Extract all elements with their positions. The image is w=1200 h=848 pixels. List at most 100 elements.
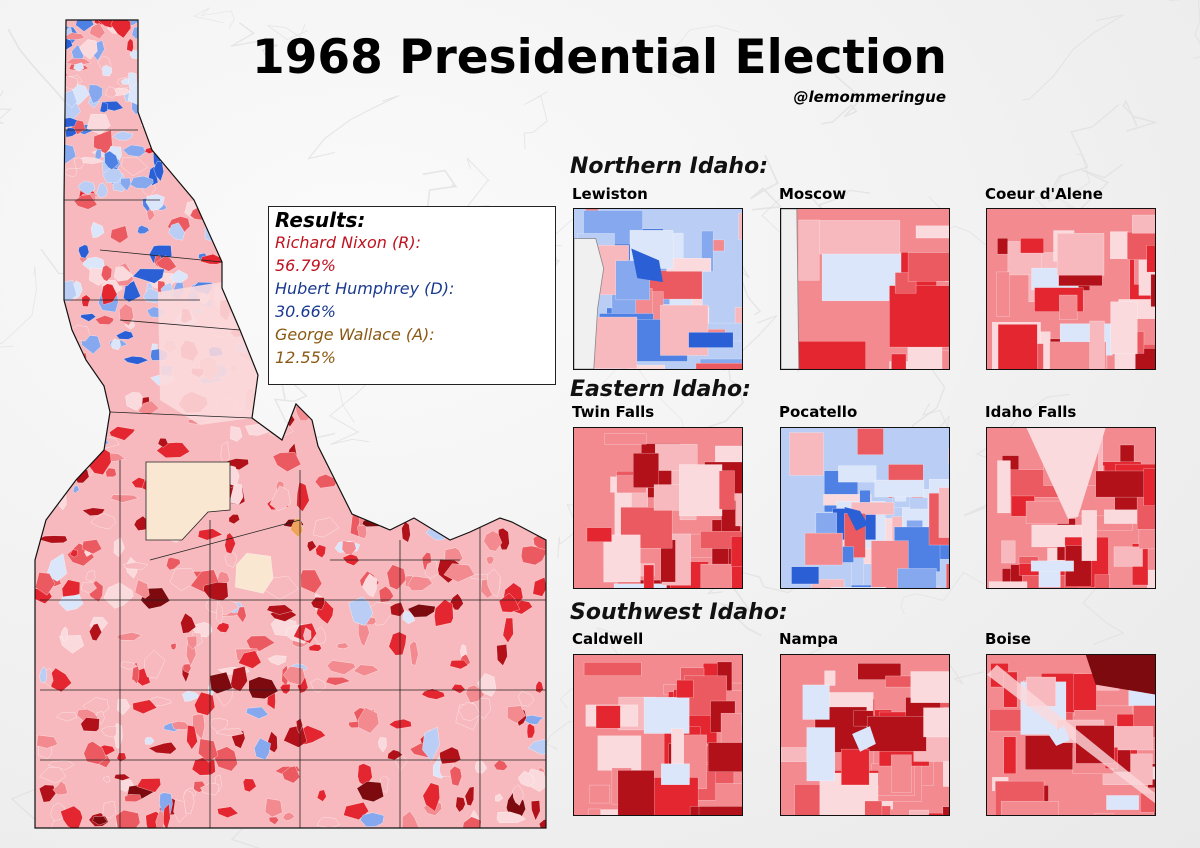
precinct-democrat [145, 194, 165, 211]
precinct-republican [68, 366, 84, 385]
precinct-republican [422, 782, 440, 812]
idahofalls-precinct [988, 581, 1028, 588]
precinct-democrat [123, 280, 141, 303]
precinct-republican [73, 194, 98, 210]
boise-precinct [1106, 795, 1139, 810]
nampa-precinct [866, 716, 927, 752]
precinct-republican [94, 315, 115, 325]
caldwell-precinct [617, 770, 655, 815]
nampa-precinct [864, 800, 883, 815]
lewiston-precinct [627, 364, 665, 369]
precinct-democrat [145, 109, 169, 119]
caldwell-precinct [707, 742, 742, 772]
precinct-republican [35, 572, 56, 596]
precinct-republican [246, 635, 276, 652]
pocatello-precinct [851, 584, 888, 588]
precinct-republican [40, 394, 69, 410]
twinfalls-precinct [735, 477, 742, 527]
boise-precinct [1109, 726, 1154, 751]
precinct-republican [101, 283, 118, 306]
precinct-republican [325, 676, 352, 686]
twinfalls-precinct [632, 452, 659, 488]
precinct-republican-strong [209, 671, 233, 694]
precinct-republican [166, 557, 181, 571]
precinct-republican [90, 513, 117, 530]
precinct-republican [409, 640, 419, 666]
precinct-republican [73, 444, 101, 457]
nampa-downtown [852, 726, 876, 752]
nampa-precinct [802, 684, 830, 720]
precinct-republican [228, 514, 240, 525]
cda-precinct [1089, 320, 1105, 369]
nampa-precinct [806, 727, 836, 782]
precinct-democrat [94, 149, 102, 160]
precinct-republican [155, 809, 164, 828]
precinct-republican [493, 759, 508, 771]
precinct-democrat [348, 596, 374, 626]
precinct-republican [192, 713, 206, 740]
precinct-layer [35, 20, 546, 828]
nampa-precinct [910, 671, 949, 703]
terrain-ridge [307, 95, 400, 160]
moscow-precinct [915, 225, 949, 239]
nampa-precincts [781, 655, 949, 815]
precinct-republican [421, 688, 446, 700]
precinct-republican [451, 684, 466, 694]
precinct-republican [420, 438, 434, 459]
precinct-republican [377, 737, 387, 753]
precinct-republican [498, 592, 521, 613]
precinct-republican [496, 468, 519, 491]
county-border [119, 319, 241, 331]
section-eastern-idaho: Eastern Idaho: [570, 377, 751, 402]
cda-precinct [1150, 274, 1155, 307]
precinct-republican [439, 516, 457, 534]
precinct-republican [425, 465, 432, 481]
precinct-republican [401, 521, 411, 543]
precinct-republican [78, 39, 98, 60]
nampa-precinct [923, 707, 949, 738]
precinct-republican [269, 485, 292, 512]
precinct-republican [120, 661, 138, 670]
idahofalls-precinct [1146, 569, 1155, 588]
cda-precinct [1056, 233, 1105, 276]
precinct-republican [236, 606, 247, 624]
precinct-republican [105, 86, 117, 99]
precinct-democrat [90, 221, 105, 239]
precinct-republican [110, 225, 129, 244]
inset-map-lewiston [573, 208, 743, 370]
lewiston-precinct [688, 332, 734, 348]
precinct-republican [39, 766, 67, 784]
precinct-republican [380, 431, 392, 441]
precinct-republican [180, 612, 197, 634]
inset-label-lewiston: Lewiston [572, 185, 648, 203]
precinct-republican [217, 806, 239, 818]
pocatello-precinct [830, 587, 887, 588]
caldwell-precinct [698, 806, 742, 815]
precinct-republican [144, 649, 166, 679]
precinct-republican [268, 816, 280, 825]
county-border [99, 249, 223, 263]
precinct-republican [518, 471, 544, 496]
lewiston-precinct [695, 363, 742, 369]
precinct-republican [110, 494, 140, 503]
cda-precinct [997, 238, 1009, 255]
precinct-republican [306, 540, 317, 553]
lewiston-precincts [574, 209, 742, 369]
nampa-precinct [890, 754, 912, 793]
precinct-democrat [169, 269, 188, 284]
precinct-republican [446, 447, 461, 473]
precinct-republican [182, 663, 192, 674]
precinct-republican [386, 564, 407, 591]
idahofalls-precincts [987, 428, 1155, 588]
precinct-republican [215, 600, 224, 625]
precinct-democrat-strong [132, 268, 165, 284]
precinct-republican [504, 476, 511, 500]
precinct-republican [272, 451, 302, 472]
inset-map-pocatello [780, 427, 950, 589]
inset-map-caldwell [573, 654, 743, 816]
precinct-republican [100, 725, 117, 738]
nampa-precinct [919, 812, 949, 815]
precinct-republican [341, 540, 357, 555]
inset-label-twin-falls: Twin Falls [572, 403, 655, 421]
precinct-republican [230, 426, 243, 442]
